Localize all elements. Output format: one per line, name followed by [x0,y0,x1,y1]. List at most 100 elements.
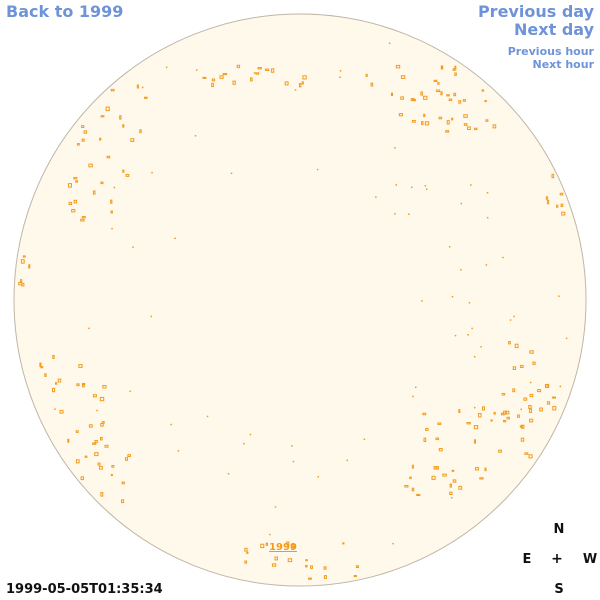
solar-feature [473,425,479,430]
previous-day-link[interactable]: Previous day [477,2,594,21]
solar-feature [292,460,295,463]
solar-feature [505,410,510,415]
solar-feature [206,415,209,418]
solar-feature [257,67,262,70]
solar-feature [473,356,476,358]
solar-feature [284,81,289,86]
solar-feature [513,315,515,318]
solar-feature [508,341,511,345]
previous-hour-link[interactable]: Previous hour [507,45,594,58]
solar-feature [438,116,443,120]
solar-feature [76,143,80,146]
solar-feature [395,184,397,186]
next-day-link[interactable]: Next day [514,20,594,39]
solar-feature [423,437,427,443]
solar-feature [265,542,269,546]
solar-feature [264,68,270,71]
solar-feature [539,407,543,412]
solar-feature [498,449,502,453]
solar-feature [346,459,348,462]
solar-feature [243,442,245,445]
solar-feature [423,95,428,100]
solar-feature [111,227,113,230]
solar-feature [565,337,568,340]
solar-feature [448,98,453,101]
solar-feature [440,65,443,70]
solar-feature [493,411,496,415]
solar-feature [474,406,476,409]
solar-feature [227,473,230,475]
compass-east-label: E [522,552,532,567]
solar-feature [83,130,88,134]
solar-feature [492,124,497,129]
solar-feature [442,473,447,477]
solar-feature [552,396,556,399]
solar-feature [394,213,396,215]
solar-feature [71,209,76,213]
solar-feature [196,69,198,71]
solar-feature [127,454,131,458]
solar-feature [130,138,135,142]
solar-feature [100,492,104,497]
next-hour-link[interactable]: Next hour [532,58,595,71]
solar-feature [92,190,96,195]
solar-feature [546,401,551,405]
solar-feature [211,82,214,88]
solar-feature [52,387,56,393]
solar-feature [54,408,56,410]
solar-feature [317,476,319,478]
solar-feature [119,115,122,120]
solar-feature [552,406,557,411]
solar-feature [73,177,78,180]
solar-feature [271,563,277,567]
solar-feature [529,418,534,423]
back-to-year-link[interactable]: Back to 1999 [6,2,124,21]
solar-feature [450,497,453,499]
solar-feature [528,454,533,459]
solar-feature [20,279,23,283]
solar-feature [458,100,462,104]
solar-feature [463,123,468,126]
solar-feature [249,433,252,436]
solar-feature [88,163,93,168]
solar-feature [412,120,416,123]
solar-feature [416,493,421,496]
solar-feature [73,199,77,204]
solar-feature [370,82,374,87]
solar-feature [76,383,80,387]
solar-feature [110,474,113,477]
solar-feature [269,533,271,536]
solar-feature [310,565,313,569]
solar-feature [551,173,555,179]
solar-feature [437,82,440,85]
solar-feature [165,66,168,69]
year-link[interactable]: 1999 [269,542,297,553]
solar-feature [110,88,115,92]
solar-feature [474,127,478,131]
solar-feature [462,99,466,102]
solar-feature [532,361,536,365]
solar-feature [28,264,31,269]
solar-feature [453,92,457,97]
solar-feature [151,171,153,174]
solar-feature [98,465,103,470]
solar-feature [467,334,469,336]
solar-feature [260,543,265,549]
solar-feature [521,424,525,429]
solar-feature [400,75,406,79]
solar-feature [75,430,79,433]
solar-feature [484,467,487,472]
solar-feature [520,437,525,442]
solar-feature [365,73,368,77]
solar-feature [424,185,427,187]
solar-feature [100,181,104,185]
solar-feature [486,192,489,194]
solar-feature [57,378,62,383]
solar-feature [298,83,302,88]
solar-feature [452,68,456,71]
solar-feature [506,416,510,420]
solar-feature [88,424,93,428]
solar-feature [94,452,99,457]
solar-feature [523,397,528,401]
solar-feature [435,437,440,441]
